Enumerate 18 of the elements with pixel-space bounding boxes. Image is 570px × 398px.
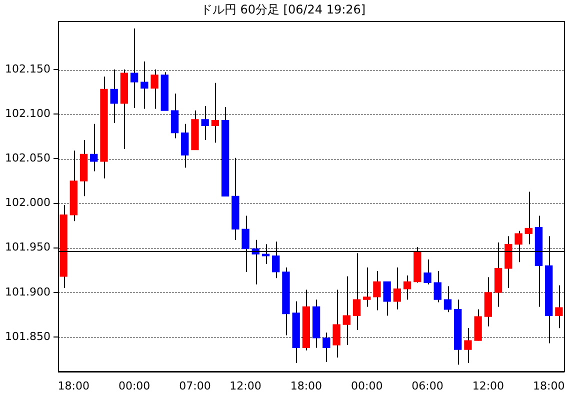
x-tick-label: 00:00 — [351, 379, 383, 392]
x-tick-label: 07:00 — [179, 379, 211, 392]
y-tick-label: 102.150 — [4, 62, 50, 76]
y-tick-label: 101.950 — [4, 240, 50, 254]
x-tick-label: 00:00 — [118, 379, 150, 392]
y-tick-label: 102.100 — [4, 106, 50, 120]
y-tick-label: 101.850 — [4, 330, 50, 343]
x-tick-label: 18:00 — [58, 379, 90, 392]
x-tick-label: 06:00 — [412, 379, 444, 392]
x-tick-label: 12:00 — [230, 379, 262, 392]
y-tick-label: 102.050 — [4, 152, 50, 165]
y-tick-label: 102.000 — [4, 196, 50, 210]
x-tick-label: 12:00 — [472, 379, 504, 392]
chart-title: ドル円 60分足 [06/24 19:26] — [200, 2, 366, 16]
x-tick-label: 18:00 — [532, 379, 565, 392]
y-tick-label: 101.900 — [4, 285, 50, 298]
x-tick-label: 18:00 — [290, 379, 322, 392]
candlestick — [424, 258, 432, 285]
